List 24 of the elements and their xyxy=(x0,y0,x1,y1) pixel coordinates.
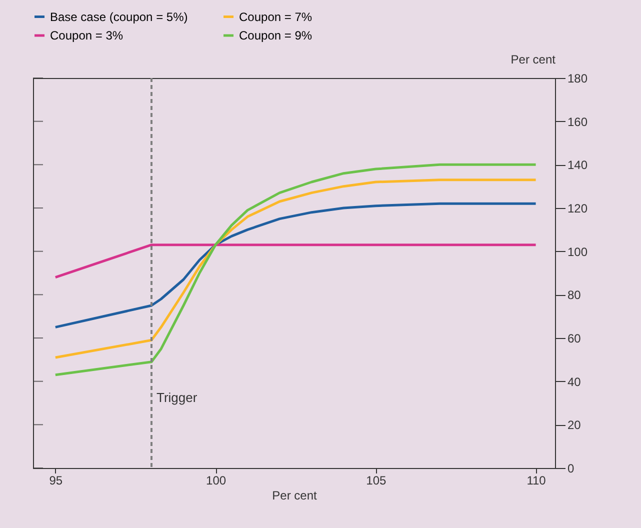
x-tick-label: 105 xyxy=(366,474,386,488)
x-axis-title: Per cent xyxy=(272,488,318,502)
legend-label: Base case (coupon = 5%) xyxy=(50,10,188,24)
y-tick-label: 120 xyxy=(568,202,588,216)
y-tick-label: 40 xyxy=(568,374,582,389)
legend-label: Coupon = 7% xyxy=(239,10,312,24)
x-tick-label: 95 xyxy=(49,474,63,488)
x-tick-label: 100 xyxy=(206,474,226,488)
x-tick-label: 110 xyxy=(526,474,546,488)
line-series xyxy=(54,163,538,376)
legend-label: Coupon = 3% xyxy=(50,28,124,42)
line-series xyxy=(54,202,538,328)
y-tick-label: 100 xyxy=(568,244,588,259)
y-axis-title: Per cent xyxy=(510,52,556,66)
y-tick-label: 80 xyxy=(568,288,582,302)
y-tick-label: 20 xyxy=(568,418,582,432)
y-tick-label: 180 xyxy=(568,72,588,86)
y-tick-label: 140 xyxy=(568,158,588,172)
y-tick-label: 60 xyxy=(568,332,582,346)
ref-line-label: Trigger xyxy=(156,390,198,405)
legend-label: Coupon = 9% xyxy=(239,28,312,42)
line-series xyxy=(54,178,538,359)
y-tick-label: 0 xyxy=(568,462,574,476)
y-tick-label: 160 xyxy=(568,114,588,129)
